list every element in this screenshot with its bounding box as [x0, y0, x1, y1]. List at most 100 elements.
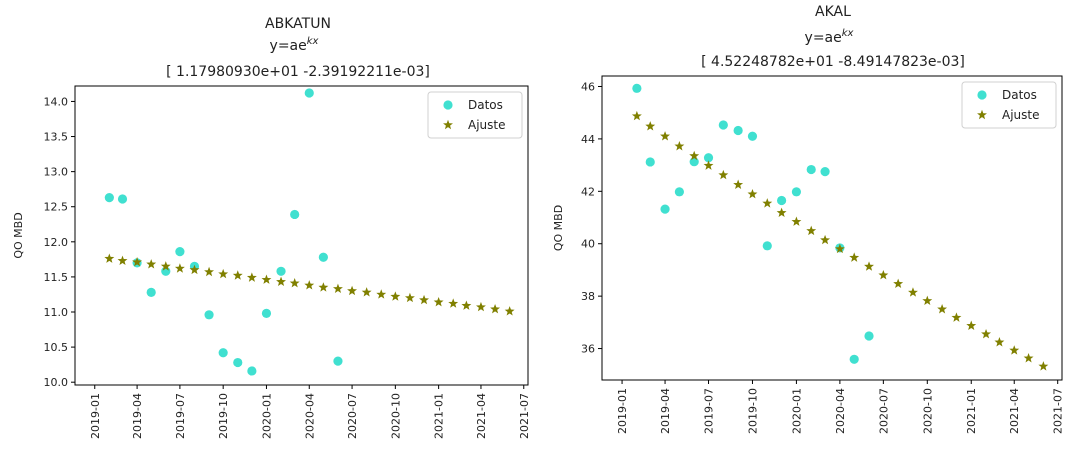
x-tick-label: 2019-10	[746, 388, 759, 434]
fit-point-ajuste	[864, 261, 874, 270]
fit-point-ajuste	[118, 256, 128, 265]
legend-label: Ajuste	[1002, 108, 1040, 122]
chart-2: AKALy=aekx[ 4.52248782e+01 -8.49147823e-…	[552, 4, 1065, 434]
y-tick-label: 38	[581, 290, 595, 303]
y-tick-label: 11.0	[44, 306, 69, 319]
x-tick-label: 2021-07	[518, 393, 531, 439]
data-point-datos	[748, 132, 757, 141]
data-point-datos	[820, 167, 829, 176]
fit-point-ajuste	[893, 279, 903, 288]
x-tick-label: 2020-10	[921, 388, 934, 434]
data-point-datos	[734, 126, 743, 135]
y-tick-label: 12.5	[44, 201, 69, 214]
data-point-datos	[276, 267, 285, 276]
fit-point-ajuste	[878, 270, 888, 279]
data-point-datos	[660, 205, 669, 214]
data-point-datos	[262, 309, 271, 318]
legend-label: Ajuste	[468, 118, 506, 132]
fit-point-ajuste	[347, 286, 357, 295]
data-point-datos	[690, 157, 699, 166]
fit-point-ajuste	[505, 306, 515, 315]
x-tick-label: 2021-04	[475, 393, 488, 439]
x-tick-label: 2019-01	[616, 388, 629, 434]
fit-point-ajuste	[718, 170, 728, 179]
x-tick-label: 2020-07	[346, 393, 359, 439]
fit-point-ajuste	[490, 304, 500, 313]
fit-point-ajuste	[333, 284, 343, 293]
formula-base: y=ae	[270, 38, 307, 54]
x-tick-label: 2020-10	[389, 393, 402, 439]
x-tick-label: 2019-10	[217, 393, 230, 439]
fit-point-ajuste	[204, 267, 214, 276]
fit-point-ajuste	[476, 302, 486, 311]
legend: Datos Ajuste	[428, 92, 522, 138]
fit-point-ajuste	[419, 295, 429, 304]
fit-point-ajuste	[1024, 353, 1034, 362]
fit-point-ajuste	[390, 291, 400, 300]
fit-point-ajuste	[922, 296, 932, 305]
y-tick-label: 46	[581, 80, 595, 93]
fit-point-ajuste	[104, 253, 114, 262]
formula-exponent: kx	[842, 28, 854, 39]
x-tick-label: 2019-04	[659, 388, 672, 434]
x-tick-label: 2019-04	[131, 393, 144, 439]
legend: Datos Ajuste	[962, 82, 1056, 128]
data-point-datos	[219, 348, 228, 357]
chart-title: ABKATUN	[265, 16, 331, 32]
data-point-datos	[646, 157, 655, 166]
x-tick-label: 2021-04	[1008, 388, 1021, 434]
fit-point-ajuste	[276, 277, 286, 286]
x-tick-label: 2020-04	[303, 393, 316, 439]
chart-title: AKAL	[815, 4, 851, 20]
data-point-datos	[807, 165, 816, 174]
chart-coefficients: [ 1.17980930e+01 -2.39192211e-03]	[166, 64, 430, 80]
data-point-datos	[864, 331, 873, 340]
y-tick-label: 42	[581, 185, 595, 198]
fit-point-ajuste	[218, 269, 228, 278]
y-tick-label: 13.5	[44, 131, 69, 144]
chart-formula: y=aekx	[805, 28, 854, 46]
data-point-datos	[105, 193, 114, 202]
fit-point-ajuste	[762, 198, 772, 207]
x-tick-label: 2020-07	[877, 388, 890, 434]
data-point-datos	[247, 366, 256, 375]
fit-point-ajuste	[937, 304, 947, 313]
legend-marker-datos	[443, 100, 452, 109]
series-datos	[105, 88, 343, 375]
data-point-datos	[290, 210, 299, 219]
fit-point-ajuste	[660, 131, 670, 140]
y-tick-label: 11.5	[44, 271, 69, 284]
y-axis-label: QO MBD	[552, 205, 565, 251]
x-tick-label: 2019-01	[89, 393, 102, 439]
fit-point-ajuste	[951, 312, 961, 321]
data-point-datos	[632, 84, 641, 93]
fit-point-ajuste	[632, 111, 642, 120]
fit-point-ajuste	[290, 278, 300, 287]
fit-point-ajuste	[820, 235, 830, 244]
x-tick-label: 2020-01	[260, 393, 273, 439]
fit-point-ajuste	[994, 337, 1004, 346]
data-point-datos	[319, 253, 328, 262]
x-tick-label: 2020-04	[834, 388, 847, 434]
fit-point-ajuste	[777, 208, 787, 217]
fit-point-ajuste	[434, 297, 444, 306]
y-tick-label: 44	[581, 133, 595, 146]
fit-point-ajuste	[704, 160, 714, 169]
data-point-datos	[305, 88, 314, 97]
data-point-datos	[675, 187, 684, 196]
data-point-datos	[777, 196, 786, 205]
fit-point-ajuste	[981, 329, 991, 338]
fit-point-ajuste	[304, 280, 314, 289]
legend-label: Datos	[468, 98, 503, 112]
fit-point-ajuste	[908, 287, 918, 296]
series-datos	[632, 84, 873, 364]
y-tick-label: 10.5	[44, 341, 69, 354]
x-tick-label: 2019-07	[703, 388, 716, 434]
fit-point-ajuste	[966, 321, 976, 330]
y-tick-label: 36	[581, 343, 595, 356]
fit-point-ajuste	[362, 287, 372, 296]
series-ajuste	[632, 111, 1048, 371]
fit-point-ajuste	[674, 141, 684, 150]
y-tick-label: 40	[581, 238, 595, 251]
